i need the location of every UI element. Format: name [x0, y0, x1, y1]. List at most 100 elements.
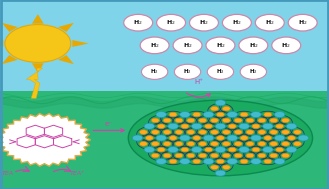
Circle shape	[175, 118, 183, 123]
Circle shape	[141, 64, 168, 79]
Circle shape	[144, 123, 155, 129]
Circle shape	[151, 130, 159, 134]
Circle shape	[174, 64, 201, 79]
Circle shape	[264, 136, 272, 140]
Circle shape	[211, 106, 218, 111]
Circle shape	[140, 37, 169, 54]
Circle shape	[180, 158, 190, 164]
Circle shape	[5, 25, 71, 62]
Circle shape	[190, 14, 218, 31]
Circle shape	[215, 123, 226, 129]
Circle shape	[168, 123, 178, 129]
Circle shape	[274, 158, 285, 164]
Circle shape	[193, 112, 201, 117]
Text: H$_2$: H$_2$	[249, 67, 258, 76]
Circle shape	[251, 135, 261, 141]
Circle shape	[151, 142, 159, 146]
Circle shape	[252, 147, 260, 152]
Text: H$_2$: H$_2$	[281, 41, 291, 50]
Circle shape	[163, 130, 171, 134]
Circle shape	[239, 147, 249, 153]
Circle shape	[151, 153, 159, 158]
Text: H$_2$: H$_2$	[150, 67, 159, 76]
Circle shape	[199, 153, 207, 158]
Circle shape	[180, 135, 190, 141]
Circle shape	[234, 118, 242, 123]
Text: H$_2$: H$_2$	[298, 18, 308, 27]
Circle shape	[222, 153, 230, 158]
Circle shape	[239, 37, 268, 54]
Circle shape	[175, 130, 183, 134]
Circle shape	[264, 159, 272, 164]
Circle shape	[258, 142, 266, 146]
Circle shape	[199, 142, 207, 146]
Bar	[0, 91, 329, 189]
Circle shape	[215, 100, 226, 106]
Circle shape	[293, 130, 301, 134]
Circle shape	[156, 158, 166, 164]
Circle shape	[157, 14, 186, 31]
Circle shape	[211, 118, 218, 123]
Circle shape	[211, 165, 218, 170]
Text: H⁺: H⁺	[194, 79, 204, 85]
Circle shape	[216, 112, 224, 117]
Circle shape	[240, 136, 248, 140]
Text: H$_2$: H$_2$	[248, 41, 258, 50]
Circle shape	[264, 112, 272, 117]
Circle shape	[222, 118, 230, 123]
Circle shape	[191, 123, 202, 129]
Circle shape	[293, 142, 301, 146]
Circle shape	[215, 170, 226, 176]
Polygon shape	[58, 23, 74, 32]
Circle shape	[203, 112, 214, 118]
Circle shape	[181, 124, 189, 129]
Circle shape	[205, 124, 213, 129]
Circle shape	[246, 142, 254, 146]
Circle shape	[139, 130, 147, 134]
Circle shape	[270, 142, 278, 146]
Polygon shape	[2, 55, 17, 64]
Circle shape	[199, 118, 207, 123]
Circle shape	[169, 159, 177, 164]
Text: TEA: TEA	[2, 171, 14, 176]
Circle shape	[163, 142, 171, 146]
Circle shape	[193, 159, 201, 164]
Polygon shape	[72, 40, 89, 47]
Circle shape	[151, 118, 159, 123]
Polygon shape	[2, 23, 17, 32]
Circle shape	[227, 112, 238, 118]
Circle shape	[193, 136, 201, 140]
Circle shape	[216, 136, 224, 140]
Circle shape	[282, 130, 290, 134]
Circle shape	[240, 64, 266, 79]
Circle shape	[222, 106, 230, 111]
Circle shape	[276, 147, 284, 152]
Text: H$_2$: H$_2$	[166, 18, 176, 27]
Circle shape	[270, 130, 278, 134]
Circle shape	[239, 123, 249, 129]
Circle shape	[156, 112, 166, 118]
Circle shape	[288, 14, 317, 31]
Circle shape	[272, 37, 301, 54]
Circle shape	[169, 112, 177, 117]
Circle shape	[145, 136, 153, 140]
Circle shape	[228, 124, 236, 129]
Circle shape	[258, 118, 266, 123]
Circle shape	[276, 124, 284, 129]
Circle shape	[206, 37, 235, 54]
Circle shape	[234, 130, 242, 134]
Circle shape	[187, 142, 195, 146]
Circle shape	[216, 159, 224, 164]
Circle shape	[274, 112, 285, 118]
Circle shape	[211, 130, 218, 134]
Circle shape	[207, 64, 234, 79]
Circle shape	[258, 153, 266, 158]
Circle shape	[282, 153, 290, 158]
Polygon shape	[0, 40, 3, 47]
Circle shape	[187, 153, 195, 158]
Circle shape	[180, 112, 190, 118]
Circle shape	[144, 147, 155, 153]
Text: H$_2$: H$_2$	[183, 41, 192, 50]
Circle shape	[227, 158, 238, 164]
Circle shape	[255, 14, 284, 31]
